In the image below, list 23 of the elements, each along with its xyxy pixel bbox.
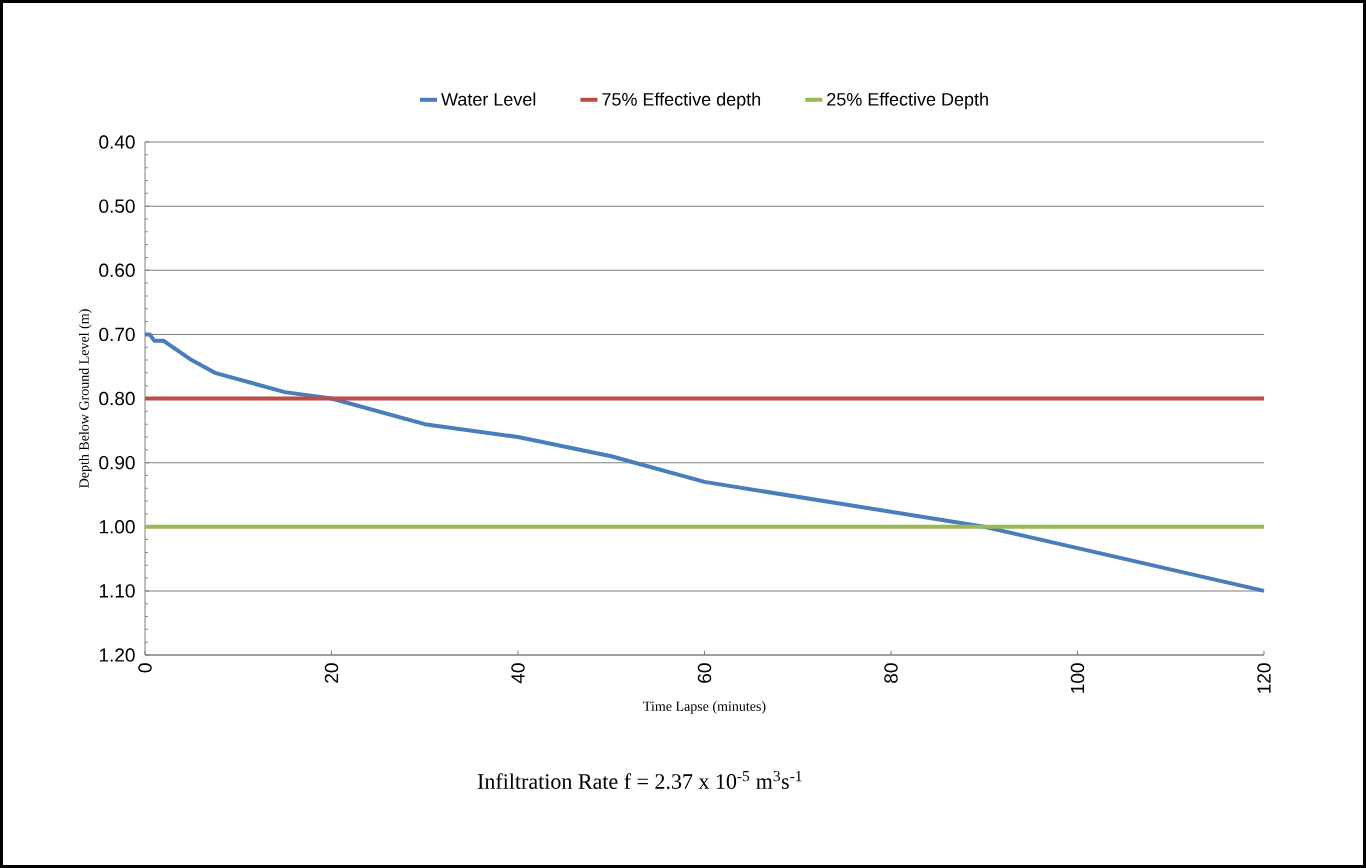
legend-label: 75% Effective depth (602, 92, 761, 110)
x-axis-title: Time Lapse (minutes) (643, 701, 766, 714)
x-tick-label: 60 (697, 663, 712, 683)
y-tick-label: 1.10 (99, 584, 135, 598)
y-tick-label: 0.40 (99, 135, 135, 149)
y-tick-label: 0.80 (99, 391, 135, 406)
text: Infiltration Rate f = 2.37 x 10$^{-5}$ m$^{3}$s$^{-1}$ (477, 771, 802, 790)
y-tick-label: 0.70 (99, 327, 135, 342)
x-tick-label: 0 (138, 663, 152, 673)
legend-label: Water Level (441, 92, 536, 106)
legend-label: 25% Effective Depth (827, 92, 988, 110)
y-axis-title: Depth Below Ground Level (m) (78, 309, 92, 488)
x-tick-label: 40 (511, 663, 525, 684)
x-tick-label: 80 (884, 663, 898, 683)
y-tick-label: 1.20 (99, 648, 135, 662)
x-tick-label: 120 (1257, 663, 1271, 693)
y-tick-label: 0.90 (99, 455, 135, 470)
x-tick-label: 100 (1070, 663, 1085, 693)
y-tick-label: 1.00 (99, 520, 135, 534)
line-series (143, 332, 1266, 593)
y-tick-label: 0.50 (99, 199, 135, 213)
x-tick-label: 20 (324, 663, 339, 683)
y-tick-label: 0.60 (99, 263, 135, 277)
